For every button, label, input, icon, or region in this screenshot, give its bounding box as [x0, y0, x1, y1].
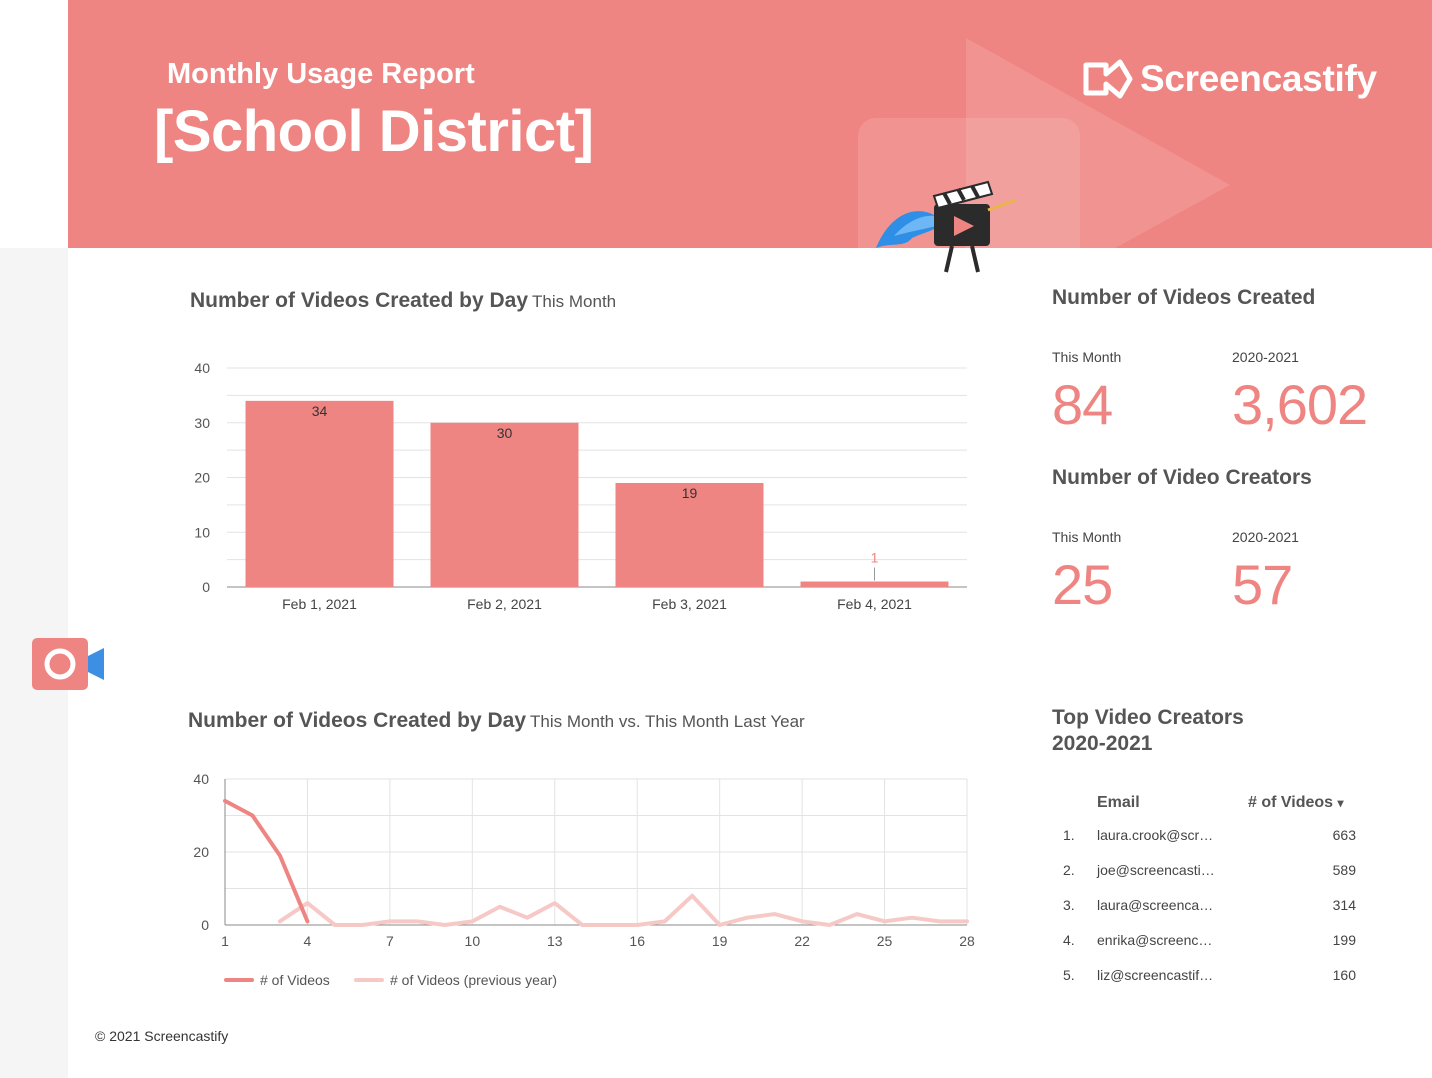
brand-name: Screencastify: [1140, 58, 1377, 99]
data-label: 34: [312, 403, 328, 419]
x-tick-label: 1: [221, 933, 229, 949]
bar-chart-title: Number of Videos Created by Day This Mont…: [190, 289, 617, 312]
top-creators-title: Top Video Creators: [1052, 706, 1244, 729]
legend-label-current: # of Videos: [260, 972, 330, 988]
x-tick-label: 28: [959, 933, 975, 949]
brand-logo: Screencastify: [1080, 56, 1377, 102]
row-rank: 4.: [1063, 932, 1075, 948]
report-header: Monthly Usage Report [School District] S…: [68, 0, 1432, 248]
bar: [245, 400, 394, 587]
x-tick-label: 10: [465, 933, 481, 949]
bar: [430, 422, 579, 587]
table-row[interactable]: 1. laura.crook@scr… 663: [1052, 827, 1362, 851]
row-email: enrika@screenc…: [1097, 932, 1213, 948]
bar: [800, 581, 949, 587]
report-title: [School District]: [154, 99, 594, 164]
row-video-count: 199: [1332, 932, 1356, 948]
videos-year-label: 2020-2021: [1232, 349, 1299, 365]
column-header-email[interactable]: Email: [1097, 794, 1140, 811]
legend-swatch-current: [224, 978, 254, 982]
legend-label-previous: # of Videos (previous year): [390, 972, 558, 988]
bar-chart: 0 10 20 30 40 34 Feb 1, 2021 30 Feb 2, 2021 19 Feb…: [194, 360, 967, 612]
series-line-current: [223, 798, 310, 924]
row-rank: 5.: [1063, 967, 1075, 983]
y-tick-label: 20: [193, 844, 209, 860]
row-rank: 1.: [1063, 827, 1075, 843]
legend-swatch-previous: [354, 978, 384, 982]
y-tick-label: 40: [193, 771, 209, 787]
row-video-count: 314: [1332, 897, 1356, 913]
table-row[interactable]: 5. liz@screencastif… 160: [1052, 967, 1362, 991]
data-label: 1: [871, 550, 879, 566]
y-tick-label: 10: [194, 524, 210, 540]
x-tick-label: Feb 3, 2021: [652, 596, 727, 612]
x-tick-label: 4: [304, 933, 312, 949]
row-rank: 2.: [1063, 862, 1075, 878]
y-tick-label: 0: [202, 579, 210, 595]
video-creators-title: Number of Video Creators: [1052, 466, 1312, 489]
y-tick-label: 40: [194, 360, 210, 376]
videos-this-month-value: 84: [1052, 373, 1113, 436]
x-tick-label: Feb 1, 2021: [282, 596, 357, 612]
table-row[interactable]: 3. laura@screenca… 314: [1052, 897, 1362, 921]
legend-current: # of Videos: [224, 972, 330, 988]
creators-year-label: 2020-2021: [1232, 529, 1299, 545]
x-tick-label: Feb 4, 2021: [837, 596, 912, 612]
y-tick-label: 30: [194, 415, 210, 431]
sort-desc-icon[interactable]: ▾: [1337, 796, 1344, 810]
videos-this-month-label: This Month: [1052, 349, 1122, 365]
data-label: 30: [497, 425, 513, 441]
x-tick-label: Feb 2, 2021: [467, 596, 542, 612]
row-video-count: 589: [1332, 862, 1356, 878]
x-tick-label: 25: [877, 933, 893, 949]
top-creators-period: 2020-2021: [1052, 732, 1153, 755]
footer-copyright: © 2021 Screencastify: [95, 1028, 229, 1044]
creators-year-value: 57: [1232, 553, 1293, 616]
x-tick-label: 19: [712, 933, 728, 949]
y-tick-label: 0: [201, 917, 209, 933]
row-email: joe@screencasti…: [1097, 862, 1215, 878]
column-header-videos[interactable]: # of Videos ▾: [1248, 794, 1344, 811]
row-video-count: 663: [1332, 827, 1356, 843]
report-subtitle: Monthly Usage Report: [167, 58, 475, 90]
x-tick-label: 22: [794, 933, 810, 949]
bar: [615, 482, 764, 587]
row-email: laura@screenca…: [1097, 897, 1214, 913]
creators-this-month-label: This Month: [1052, 529, 1122, 545]
x-tick-label: 7: [386, 933, 394, 949]
x-tick-label: 13: [547, 933, 563, 949]
table-row[interactable]: 2. joe@screencasti… 589: [1052, 862, 1362, 886]
row-email: laura.crook@scr…: [1097, 827, 1214, 843]
superhero-clapper-mascot-icon: [876, 180, 1017, 273]
videos-year-value: 3,602: [1232, 373, 1368, 436]
video-camera-icon: [32, 638, 104, 690]
row-rank: 3.: [1063, 897, 1075, 913]
x-tick-label: 16: [629, 933, 645, 949]
screencastify-logo-icon: [1083, 59, 1133, 99]
line-chart-title: Number of Videos Created by Day This Mont…: [188, 709, 805, 732]
series-line-previous: [277, 893, 969, 927]
row-email: liz@screencastif…: [1097, 967, 1214, 983]
line-chart: 1 4 7 10 13 16 19 22 25 28 0 20 40: [193, 771, 975, 949]
legend-previous: # of Videos (previous year): [354, 972, 557, 988]
row-video-count: 160: [1332, 967, 1356, 983]
data-label: 19: [682, 485, 698, 501]
y-tick-label: 20: [194, 470, 210, 486]
videos-created-title: Number of Videos Created: [1052, 286, 1316, 309]
table-row[interactable]: 4. enrika@screenc… 199: [1052, 932, 1362, 956]
creators-this-month-value: 25: [1052, 553, 1113, 616]
